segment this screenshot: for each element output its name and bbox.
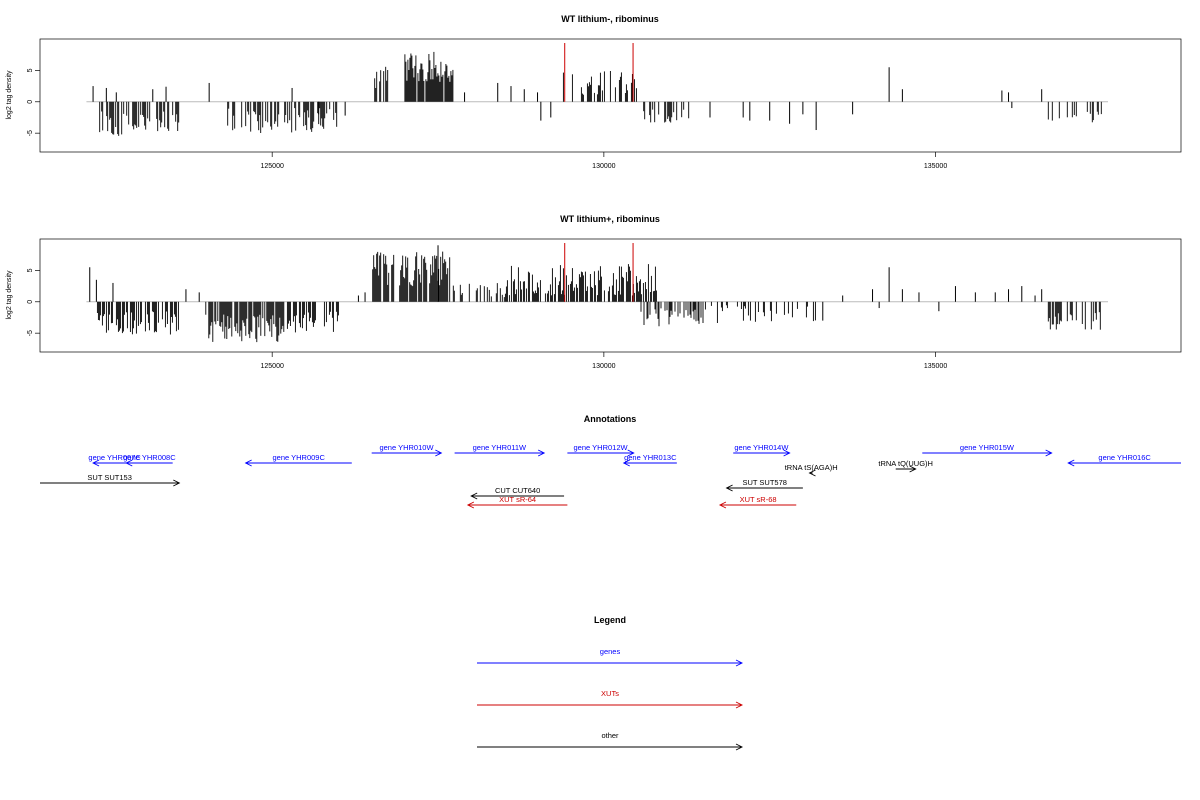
y-tick-label: 5 <box>27 268 34 272</box>
legend-entry: genes <box>477 647 744 667</box>
x-tick-label: 130000 <box>592 363 615 370</box>
feature-label: gene YHR007C <box>88 453 141 462</box>
arrow-head <box>622 459 630 467</box>
legend-entry: other <box>477 731 744 751</box>
y-tick-label: -5 <box>27 330 34 336</box>
annotation-feature: XUT sR-64 <box>466 495 568 509</box>
panel-1-frame <box>39 38 1182 153</box>
feature-label: tRNA tS(AGA)H <box>785 463 838 472</box>
arrow-head <box>244 459 252 467</box>
arrow-head <box>537 449 546 457</box>
arrow-head <box>125 459 133 467</box>
arrow-head <box>909 465 917 473</box>
annotation-feature: gene YHR010W <box>371 443 443 457</box>
feature-label: gene YHR009C <box>273 453 326 462</box>
panel-2-frame <box>39 238 1182 353</box>
arrow-head <box>466 501 475 509</box>
arrow-head <box>435 449 443 457</box>
legend-title: Legend <box>594 615 626 625</box>
arrow-head <box>173 479 181 487</box>
arrow-head <box>92 459 100 467</box>
feature-label: CUT CUT640 <box>495 486 540 495</box>
panel-1-ylabel: log2 tag density <box>6 70 13 120</box>
legend-arrow-head <box>735 743 744 751</box>
feature-label: XUT sR-68 <box>740 495 777 504</box>
panel-lithium-minus: WT lithium-, ribominus log2 tag density … <box>6 14 1182 170</box>
arrow-head <box>808 469 816 477</box>
feature-label: gene YHR015W <box>960 443 1015 452</box>
annotation-feature: gene YHR016C <box>1067 453 1181 467</box>
y-tick-label: 0 <box>27 100 34 104</box>
arrow-head <box>1067 459 1075 467</box>
feature-label: gene YHR014W <box>734 443 789 452</box>
arrow-head <box>783 449 791 457</box>
feature-label: gene YHR011W <box>473 443 527 452</box>
arrow-head <box>470 492 478 500</box>
annotation-feature: tRNA tQ(UUG)H <box>878 459 933 473</box>
arrow-head <box>725 484 733 492</box>
feature-label: XUT sR-64 <box>499 495 536 504</box>
x-tick-label: 125000 <box>261 163 284 170</box>
arrow-head <box>627 449 635 457</box>
legend-items: genes XUTs other <box>477 647 744 751</box>
feature-label: SUT SUT578 <box>742 478 786 487</box>
annotation-feature: gene YHR008C <box>123 453 176 467</box>
legend-entry: XUTs <box>477 689 744 709</box>
annotation-feature: gene YHR011W <box>454 443 546 457</box>
panel-2-ylabel: log2 tag density <box>6 270 13 320</box>
annotations-title: Annotations <box>584 414 637 424</box>
feature-label: gene YHR012W <box>574 443 629 452</box>
annotation-feature: SUT SUT153 <box>40 473 181 487</box>
annotation-feature: gene YHR015W <box>922 443 1053 457</box>
annotation-feature: XUT sR-68 <box>718 495 797 509</box>
legend: Legend genes XUTs other <box>477 615 744 751</box>
feature-label: gene YHR008C <box>123 453 176 462</box>
panel-1-title: WT lithium-, ribominus <box>561 14 659 24</box>
y-tick-label: -5 <box>27 130 34 136</box>
annotation-feature: gene YHR013C <box>622 453 677 467</box>
panel-2-bars <box>86 243 1109 343</box>
panel-1-axes: 125000 130000 135000 -5 0 5 <box>27 68 947 170</box>
x-tick-label: 125000 <box>261 363 284 370</box>
legend-label: other <box>601 731 619 740</box>
panel-2-axes: 125000 130000 135000 -5 0 5 <box>27 268 947 370</box>
y-tick-label: 5 <box>27 68 34 72</box>
x-tick-label: 135000 <box>924 163 947 170</box>
panel-1-bars <box>86 43 1109 136</box>
feature-label: SUT SUT153 <box>87 473 131 482</box>
panel-lithium-plus: WT lithium+, ribominus log2 tag density … <box>6 214 1182 370</box>
legend-arrow-head <box>735 659 744 667</box>
arrow-head <box>1045 449 1053 457</box>
legend-label: XUTs <box>601 689 619 698</box>
legend-arrow-head <box>735 701 744 709</box>
feature-label: tRNA tQ(UUG)H <box>878 459 933 468</box>
feature-label: gene YHR016C <box>1098 453 1151 462</box>
feature-label: gene YHR013C <box>624 453 677 462</box>
x-tick-label: 135000 <box>924 363 947 370</box>
arrow-head <box>718 501 727 509</box>
annotation-feature: CUT CUT640 <box>470 486 565 500</box>
y-tick-label: 0 <box>27 300 34 304</box>
annotation-feature: SUT SUT578 <box>725 478 803 492</box>
feature-label: gene YHR010W <box>379 443 434 452</box>
annotation-feature: gene YHR014W <box>733 443 791 457</box>
annotation-feature: tRNA tS(AGA)H <box>785 463 838 477</box>
annotation-feature: gene YHR009C <box>244 453 352 467</box>
annotation-feature: gene YHR012W <box>567 443 635 457</box>
legend-label: genes <box>600 647 621 656</box>
panel-2-title: WT lithium+, ribominus <box>560 214 660 224</box>
x-tick-label: 130000 <box>592 163 615 170</box>
